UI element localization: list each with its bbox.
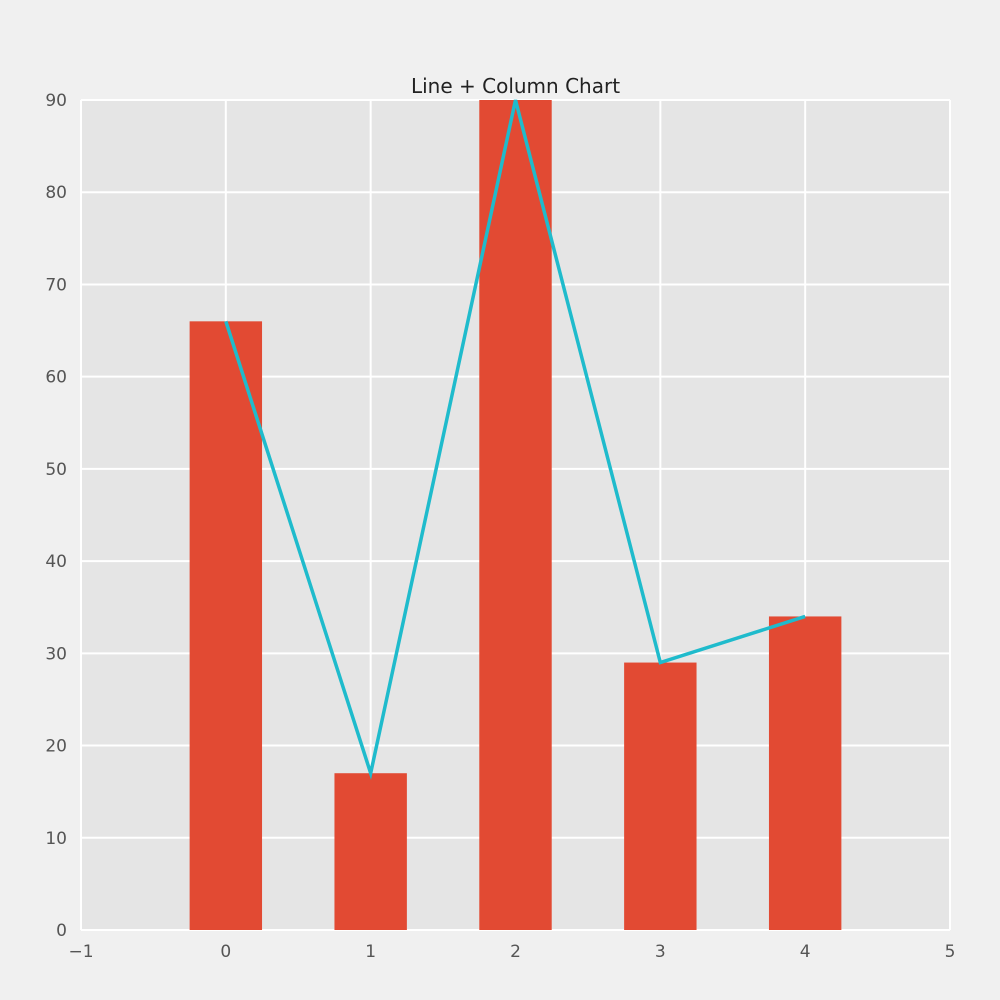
bar (189, 321, 263, 930)
x-tick-label: 3 (655, 942, 666, 962)
x-tick-label: 1 (365, 942, 376, 962)
y-tick-label: 10 (45, 829, 67, 849)
y-tick-label: 40 (45, 552, 67, 572)
y-tick-label: 20 (45, 737, 67, 757)
y-tick-label: 50 (45, 460, 67, 480)
line (224, 99, 806, 780)
y-axis-tick-labels: 0 10 20 30 40 50 60 70 80 90 (45, 91, 67, 941)
y-tick-label: 60 (45, 368, 67, 388)
y-tick-label: 90 (45, 91, 67, 111)
bar (624, 662, 697, 930)
y-tick-label: 70 (45, 275, 67, 295)
y-tick-label: 0 (56, 921, 67, 941)
x-tick-label: 2 (510, 942, 521, 962)
bar (334, 773, 407, 930)
x-tick-label: 5 (945, 942, 956, 962)
bar-series (189, 100, 842, 930)
bar (768, 616, 842, 930)
y-tick-label: 30 (45, 644, 67, 664)
line-series (224, 99, 806, 780)
x-axis-tick-labels: −1 0 1 2 3 4 5 (68, 942, 955, 962)
chart-title: Line + Column Chart (411, 74, 620, 98)
x-tick-label: −1 (68, 942, 93, 962)
x-tick-label: 0 (220, 942, 231, 962)
bar (479, 100, 552, 930)
y-tick-label: 80 (45, 183, 67, 203)
x-tick-label: 4 (800, 942, 811, 962)
